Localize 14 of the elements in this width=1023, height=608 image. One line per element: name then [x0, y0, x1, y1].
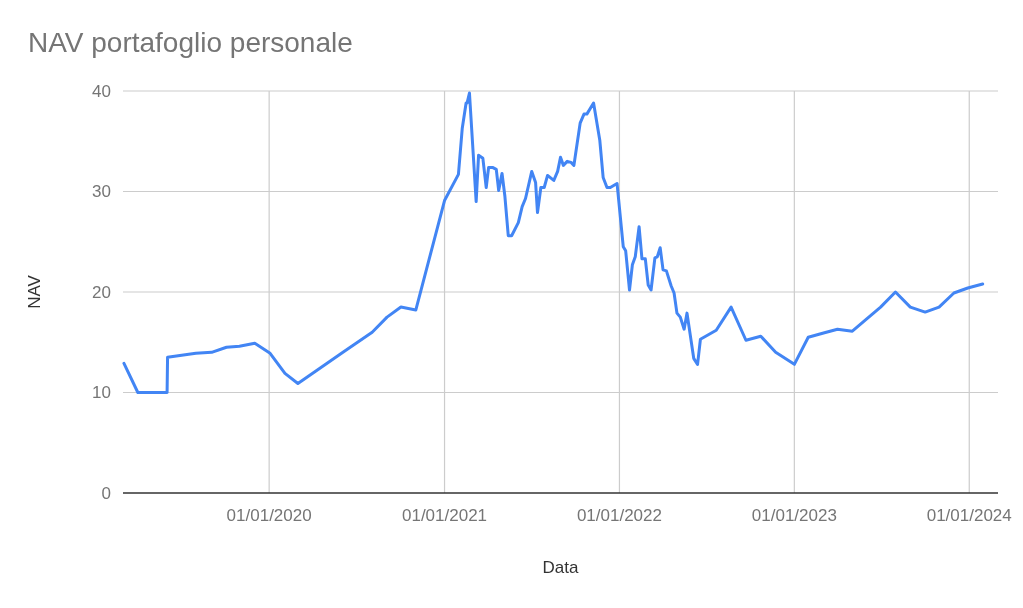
y-tick-label: 0: [101, 483, 111, 503]
y-tick-label: 10: [92, 383, 111, 403]
x-axis-title: Data: [542, 558, 579, 577]
x-tick-label: 01/01/2024: [926, 506, 1012, 525]
chart-title: NAV portafoglio personale: [28, 27, 353, 58]
x-tick-label: 01/01/2021: [401, 506, 488, 525]
x-tick-label: 01/01/2023: [751, 506, 837, 525]
line-series: [122, 91, 985, 394]
x-tick-label: 01/01/2020: [226, 506, 312, 525]
y-tick-label: 30: [92, 182, 111, 202]
y-tick-label: 40: [92, 81, 111, 101]
y-tick-label: 20: [92, 282, 111, 302]
x-tick-label: 01/01/2022: [576, 506, 662, 525]
y-axis-title: NAV: [25, 274, 44, 309]
